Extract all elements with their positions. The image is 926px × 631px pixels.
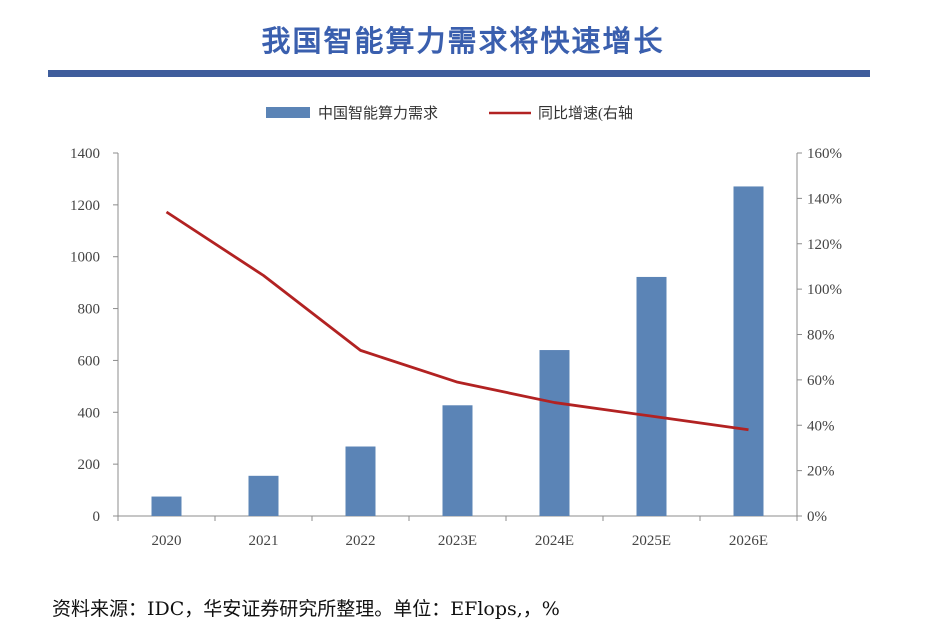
x-tick-label: 2020 [152,533,182,549]
source-note: 资料来源：IDC，华安证券研究所整理。单位：EFlops,，% [52,598,560,620]
y-right-tick-label: 60% [807,373,835,389]
y-right-tick-label: 140% [807,191,842,207]
y-right-tick-label: 100% [807,282,842,298]
y-right-tick-label: 160% [807,146,842,162]
bar-series [151,186,764,516]
x-tick-label: 2025E [632,533,671,549]
y-right-tick-label: 120% [807,237,842,253]
y-left-tick-label: 400 [78,405,101,421]
x-tick-label: 2022 [346,533,376,549]
y-right-tick-label: 80% [807,328,835,344]
y-left-tick-label: 600 [78,353,101,369]
x-tick-label: 2023E [438,533,477,549]
y-right-tick-label: 20% [807,464,835,480]
title-divider [48,70,870,77]
tick-labels: 0 200 400 600 800 1000 1200 1400 0% 20% 40% 60% 80% 1… [70,146,842,549]
legend-bar-swatch [266,107,310,118]
bar [345,446,376,516]
y-right-tick-label: 0% [807,509,827,525]
y-left-tick-label: 200 [78,457,101,473]
bar [636,276,667,516]
bar [539,350,570,516]
bar [248,475,279,516]
x-tick-label: 2026E [729,533,768,549]
chart-title: 我国智能算力需求将快速增长 [261,24,665,58]
y-left-tick-label: 800 [78,302,101,318]
bar [151,496,182,516]
legend-line-label: 同比增速(右轴 [538,105,633,122]
legend-bar-label: 中国智能算力需求 [318,104,438,122]
y-right-tick-label: 40% [807,418,835,434]
bar [442,405,473,516]
y-left-tick-label: 1400 [70,146,100,162]
combo-chart: 中国智能算力需求 同比增速(右轴 0 200 400 600 800 1000 1200 14… [70,104,842,549]
bar [733,186,764,516]
legend: 中国智能算力需求 同比增速(右轴 [266,104,633,122]
y-left-tick-label: 0 [93,509,101,525]
y-left-tick-label: 1200 [70,198,100,214]
x-tick-label: 2021 [249,533,279,549]
line-series [165,210,749,432]
y-left-tick-label: 1000 [70,250,100,266]
x-tick-label: 2024E [535,533,574,549]
